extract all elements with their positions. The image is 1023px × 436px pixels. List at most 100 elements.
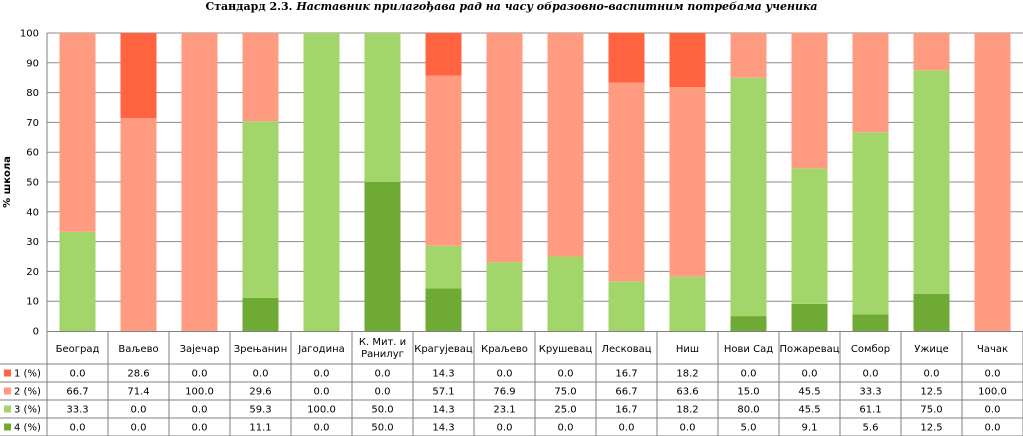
data-label: 0.0 [924,369,940,380]
data-label: 25.0 [554,405,576,416]
bar-segment [913,70,950,294]
data-label: 29.6 [249,387,271,398]
x-tick-label: Крушевац [539,344,593,355]
data-label: 33.3 [66,405,88,416]
bar-segment [425,33,462,76]
y-tick-label: 70 [26,118,39,129]
data-label: 0.0 [863,369,879,380]
legend-label: 4 (%) [14,423,41,434]
data-label: 0.0 [192,423,208,434]
bar-segment [791,32,828,169]
data-label: 0.0 [985,369,1001,380]
data-label: 100.0 [307,405,336,416]
data-label: 63.6 [676,387,698,398]
data-label: 71.4 [127,387,149,398]
data-label: 0.0 [314,423,330,434]
x-tick-label: Нови Сад [724,344,773,355]
legend-label: 3 (%) [14,405,41,416]
data-label: 57.1 [432,387,454,398]
data-label: 75.0 [920,405,942,416]
y-tick-label: 0 [33,327,39,338]
data-label: 14.3 [432,369,454,380]
data-label: 0.0 [741,369,757,380]
bar-segment [242,297,279,331]
legend-label: 1 (%) [14,369,41,380]
data-label: 75.0 [554,387,576,398]
y-tick-label: 90 [26,58,39,69]
bar-segment [120,118,157,331]
bar-segment [425,75,462,246]
bars [59,32,1011,331]
x-tick-label: Ранилуг [361,349,404,360]
bar-segment [608,32,645,83]
y-tick-label: 60 [26,148,39,159]
data-label: 5.0 [741,423,757,434]
bar-segment [852,314,889,331]
data-label: 61.1 [859,405,881,416]
data-label: 0.0 [192,405,208,416]
data-label: 0.0 [985,405,1001,416]
bar-segment [669,87,706,277]
data-label: 15.0 [737,387,759,398]
x-tick-label: Београд [56,344,100,355]
bar-segment [791,303,828,331]
data-label: 45.5 [798,405,820,416]
bar-segment [852,33,889,133]
y-tick-label: 40 [26,207,39,218]
data-label: 28.6 [127,369,149,380]
data-label: 9.1 [802,423,818,434]
bar-segment [730,33,767,78]
bar-segment [486,33,523,263]
bar-segment [608,82,645,282]
data-label: 0.0 [558,369,574,380]
bar-segment [242,33,279,122]
data-label: 66.7 [615,387,637,398]
x-tick-label: Зајечар [180,343,220,355]
data-label: 100.0 [185,387,214,398]
x-tick-label: Краљево [481,344,528,355]
x-tick-label: Ваљево [118,344,158,355]
data-label: 16.7 [615,369,637,380]
data-label: 16.7 [615,405,637,416]
x-tick-label: Јагодина [297,344,345,355]
legend-swatch [4,423,11,431]
bar-segment [425,288,462,331]
data-table: Београд Ваљево Зајечар Зрењанин Јагодина К. М… [0,331,1023,436]
data-label: 0.0 [680,423,696,434]
y-axis-ticks: 0 10 20 30 40 50 60 70 80 90 100 [20,29,39,338]
data-label: 45.5 [798,387,820,398]
bar-segment [791,168,828,304]
data-label: 0.0 [314,369,330,380]
x-tick-label: Крагујевац [414,343,473,355]
data-label: 0.0 [375,369,391,380]
bar-segment [608,281,645,331]
data-label: 0.0 [253,369,269,380]
data-label: 0.0 [70,423,86,434]
bar-segment [669,33,706,88]
bar-segment [547,33,584,257]
bar-segment [59,33,96,232]
x-tick-label: К. Мит. и [359,337,406,348]
bar-segment [486,262,523,331]
x-tick-label: Пожаревац [779,344,839,355]
bar-segment [547,256,584,331]
data-label: 0.0 [192,369,208,380]
data-label: 0.0 [70,369,86,380]
y-tick-label: 20 [26,267,39,278]
legend-swatch [4,405,11,413]
y-tick-label: 100 [20,29,39,40]
data-label: 0.0 [314,387,330,398]
data-label: 66.7 [66,387,88,398]
y-axis-label: % школа [2,156,13,208]
data-label: 50.0 [371,423,393,434]
data-label: 50.0 [371,405,393,416]
bar-segment [242,121,279,298]
data-label: 0.0 [375,387,391,398]
data-label: 11.1 [249,423,271,434]
data-label: 0.0 [558,423,574,434]
bar-segment [730,77,767,317]
y-tick-label: 10 [26,297,39,308]
legend-label: 2 (%) [14,387,41,398]
data-label: 5.6 [863,423,879,434]
